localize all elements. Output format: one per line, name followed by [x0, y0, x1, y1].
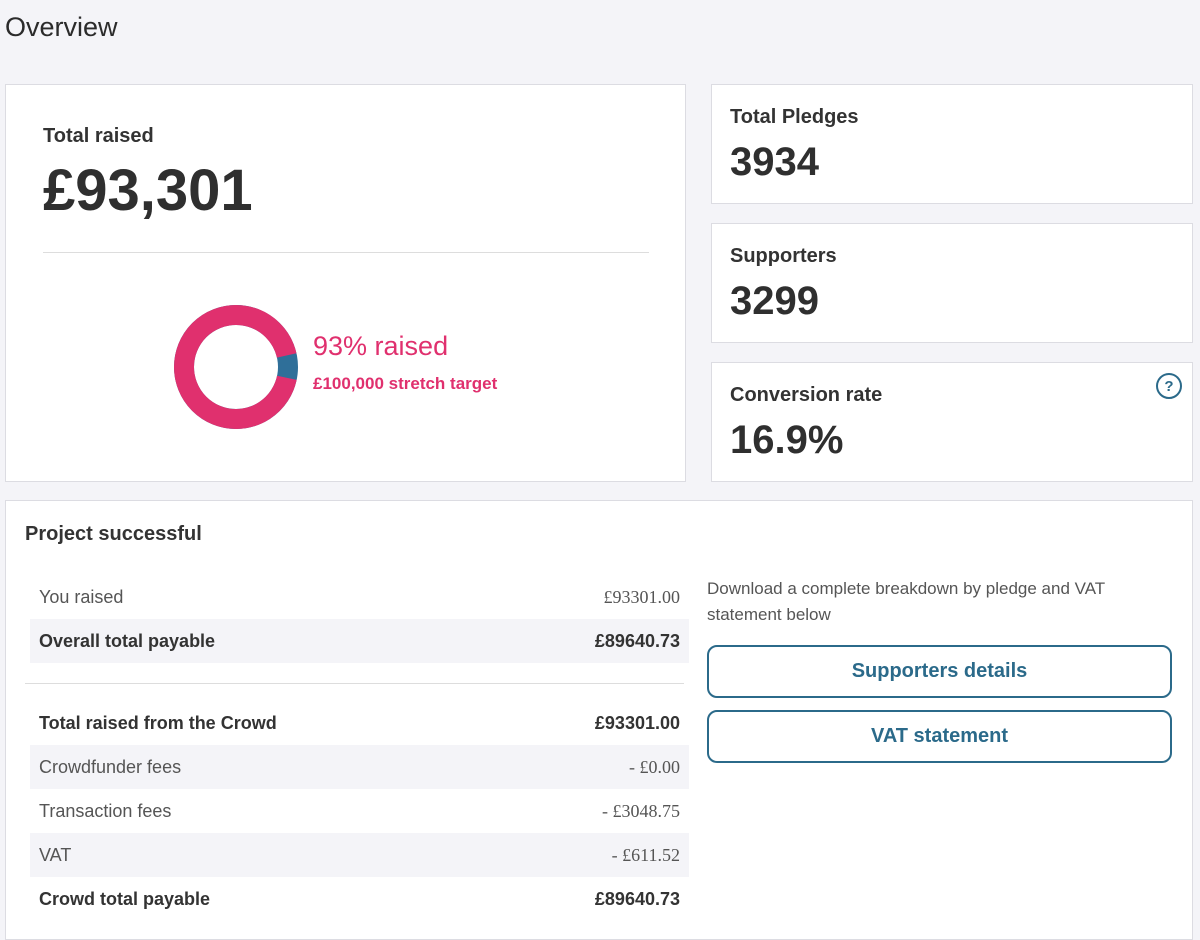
- divider: [25, 683, 684, 684]
- row-label: Crowd total payable: [39, 889, 211, 909]
- row-label: Crowdfunder fees: [39, 757, 182, 777]
- row-label: VAT: [39, 845, 72, 865]
- result-card: Project successful Download a complete b…: [5, 500, 1193, 940]
- table-row: Crowd total payable £89640.73: [30, 877, 689, 921]
- stat-label: Conversion rate: [730, 384, 883, 406]
- row-label: Overall total payable: [39, 631, 216, 651]
- stat-label: Total Pledges: [730, 106, 859, 128]
- progress-target: £100,000 stretch target: [313, 374, 498, 393]
- stat-value: 3299: [730, 279, 819, 323]
- row-label: Transaction fees: [39, 801, 172, 821]
- stat-card: Conversion rate 16.9%?: [711, 362, 1193, 482]
- row-value: £89640.73: [594, 631, 680, 651]
- progress-label: 93% raised: [313, 331, 449, 361]
- total-raised-amount: £93,301: [43, 158, 253, 223]
- download-button[interactable]: VAT statement: [707, 710, 1172, 763]
- total-raised-card: Total raised £93,301 93% raised £100,000…: [5, 84, 686, 482]
- total-raised-label: Total raised: [43, 125, 154, 147]
- stat-value: 3934: [730, 140, 819, 184]
- page-title: Overview: [5, 12, 118, 42]
- download-note: Download a complete breakdown by pledge …: [707, 579, 1105, 624]
- row-value: £89640.73: [594, 889, 680, 909]
- download-button[interactable]: Supporters details: [707, 645, 1172, 698]
- table-row: Crowdfunder fees - £0.00: [30, 745, 689, 789]
- stat-card: Total Pledges 3934: [711, 84, 1193, 204]
- row-label: Total raised from the Crowd: [39, 713, 277, 733]
- result-title: Project successful: [25, 523, 202, 545]
- row-label: You raised: [39, 587, 124, 607]
- row-value: £93301.00: [594, 713, 680, 733]
- table-row: Total raised from the Crowd £93301.00: [30, 701, 689, 745]
- row-value: - £3048.75: [602, 801, 680, 821]
- progress-donut: [174, 305, 298, 429]
- table-row: Overall total payable £89640.73: [30, 619, 689, 663]
- stat-value: 16.9%: [730, 418, 844, 462]
- stat-label: Supporters: [730, 245, 837, 267]
- table-row: VAT - £611.52: [30, 833, 689, 877]
- table-row: Transaction fees - £3048.75: [30, 789, 689, 833]
- divider: [43, 252, 649, 253]
- row-value: - £0.00: [629, 757, 680, 777]
- row-value: £93301.00: [603, 587, 681, 607]
- help-icon[interactable]: ?: [1156, 373, 1182, 399]
- row-value: - £611.52: [611, 845, 680, 865]
- table-row: You raised £93301.00: [30, 575, 689, 619]
- stat-card: Supporters 3299: [711, 223, 1193, 343]
